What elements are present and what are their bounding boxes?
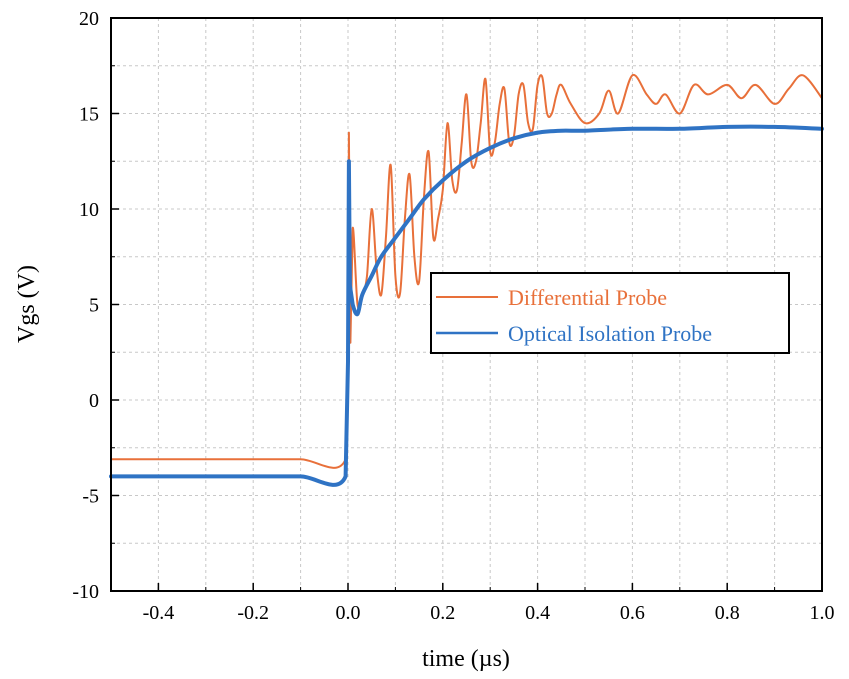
legend: Differential Probe Optical Isolation Pro… (430, 272, 790, 354)
y-tick-label: 20 (79, 8, 99, 30)
x-tick-label: -0.4 (143, 602, 175, 624)
x-tick-label: 1.0 (810, 602, 835, 624)
x-tick-label: 0.0 (336, 602, 361, 624)
x-tick-label: -0.2 (237, 602, 269, 624)
y-tick-label: 5 (89, 295, 99, 317)
x-tick-label: 0.6 (620, 602, 645, 624)
x-axis-title: time (µs) (422, 646, 510, 672)
y-tick-label: -10 (72, 581, 99, 603)
x-tick-label: 0.4 (525, 602, 550, 624)
legend-label-differential: Differential Probe (508, 285, 667, 310)
y-tick-label: -5 (82, 486, 99, 508)
y-axis-title: Vgs (V) (14, 265, 40, 343)
series-line-optical-isolation-probe (109, 124, 824, 487)
y-tick-label: 10 (79, 199, 99, 221)
ticks-layer: -0.4 -0.2 0.0 0.2 0.4 0.6 0.8 1.0 -10 -5 0 5 10 15 20 (72, 8, 834, 624)
series-layer (109, 74, 824, 487)
y-tick-label: 0 (89, 390, 99, 412)
legend-box (430, 272, 790, 354)
legend-label-optical: Optical Isolation Probe (508, 321, 712, 346)
x-tick-label: 0.8 (715, 602, 740, 624)
y-tick-label: 15 (79, 104, 99, 126)
x-tick-label: 0.2 (430, 602, 455, 624)
series-line-differential-probe (110, 74, 823, 469)
